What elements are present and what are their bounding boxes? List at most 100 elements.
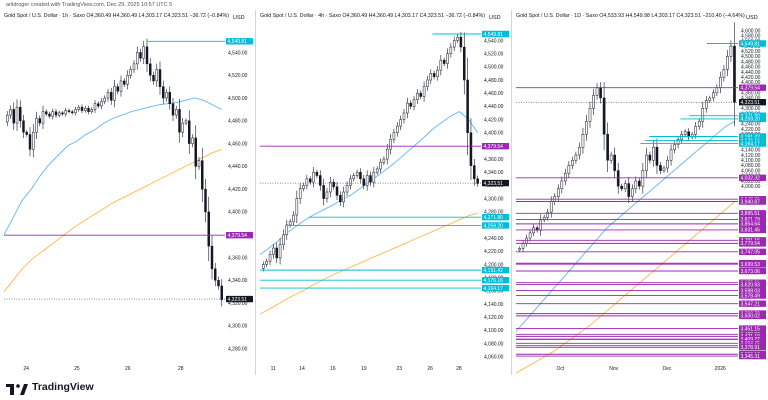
candle-body <box>422 86 426 97</box>
candle-body <box>362 178 366 186</box>
y-tick-label: 4,520.00 <box>484 51 504 57</box>
candle-body <box>275 247 278 259</box>
candle-body <box>295 198 299 216</box>
y-tick-label: 4,060.00 <box>741 168 761 174</box>
y-tick-label: 4,360.00 <box>228 255 248 261</box>
candle-body <box>436 69 439 77</box>
tradingview-logo[interactable]: TradingView <box>6 381 94 395</box>
candle-body <box>110 92 113 101</box>
candle-body <box>194 137 197 167</box>
y-tick-label: 4,300.00 <box>484 196 504 202</box>
candle-body <box>469 132 473 166</box>
chart-svg-4h[interactable]: 4,060.00 4,080.00 4,100.00 4,120.00 4,140.00… <box>256 10 511 375</box>
y-tick-label: 4,340.00 <box>228 278 248 284</box>
level-label-box <box>739 99 766 106</box>
candle-body <box>715 87 719 94</box>
level-label-text: 4,323.51 <box>484 181 504 187</box>
candle-body <box>282 234 285 245</box>
candle-body <box>201 160 204 190</box>
level-label-text: 3,378.91 <box>741 345 761 351</box>
level-label-text: 4,191.42 <box>484 268 504 274</box>
candle-body <box>560 180 564 190</box>
candle-body <box>132 63 136 70</box>
candle-body <box>432 73 436 77</box>
y-tick-label: 4,520.00 <box>228 73 248 79</box>
candle-body <box>129 69 132 76</box>
y-tick-label: 4,220.00 <box>741 127 761 133</box>
chart-title: Gold Spot / U.S. Dollar · 1h · Saxo O4,3… <box>4 13 229 19</box>
y-tick-label: 4,080.00 <box>741 163 761 169</box>
candle-body <box>726 56 729 70</box>
candle-body <box>272 247 275 255</box>
chart-panel-1h[interactable]: Gold Spot / U.S. Dollar · 1h · Saxo O4,3… <box>0 10 256 375</box>
candle-body <box>406 102 409 114</box>
y-tick-label: 4,480.00 <box>228 119 248 125</box>
chart-svg-1h[interactable]: 4,280.00 4,300.00 4,320.00 4,340.00 4,360.00… <box>0 10 255 375</box>
x-tick-label: 16 <box>330 366 336 372</box>
candle-body <box>539 219 542 231</box>
x-tick-label: Dec <box>663 366 672 372</box>
candle-body <box>673 144 676 151</box>
candle-body <box>412 99 416 107</box>
x-tick-label: Oct <box>557 366 565 372</box>
level-label-text: 4,259.20 <box>484 223 504 229</box>
level-label-box <box>739 260 766 268</box>
candle-body <box>602 97 606 135</box>
y-tick-label: 4,300.00 <box>228 324 248 330</box>
candle-body <box>641 170 645 187</box>
y-tick-label: 4,120.00 <box>741 153 761 159</box>
candle-body <box>278 244 282 259</box>
level-label-box <box>226 38 253 45</box>
candle-body <box>609 154 613 161</box>
currency-label: USD <box>233 15 245 21</box>
candle-body <box>71 111 74 114</box>
candle-body <box>77 106 80 110</box>
chart-panel-4h[interactable]: Gold Spot / U.S. Dollar · 4h · Saxo O4,3… <box>256 10 512 375</box>
candle-body <box>93 103 97 110</box>
candle-body <box>178 109 181 133</box>
candle-body <box>67 110 71 112</box>
candle-body <box>345 185 349 193</box>
candle-body <box>567 165 571 174</box>
candle-body <box>165 92 168 99</box>
candle-body <box>84 108 87 111</box>
level-label-text: 4,271.80 <box>484 215 504 221</box>
y-tick-label: 4,440.00 <box>484 104 504 110</box>
level-label-box <box>482 266 509 274</box>
candle-body <box>459 36 463 48</box>
y-tick-label: 4,540.00 <box>484 38 504 44</box>
candle-body <box>349 178 352 186</box>
level-label-box <box>739 174 766 181</box>
level-label-box <box>739 210 766 217</box>
chart-svg-1d[interactable]: 4,000.004,020.004,040.004,060.004,080.00… <box>512 10 768 375</box>
level-label-box <box>226 295 253 303</box>
y-tick-label: 4,400.00 <box>741 80 761 86</box>
candle-body <box>139 52 142 59</box>
level-label-box <box>739 226 766 234</box>
candle-body <box>15 106 19 124</box>
candle-body <box>627 183 631 197</box>
candle-body <box>325 191 329 199</box>
level-label-box <box>739 220 766 228</box>
candle-body <box>652 146 655 161</box>
candle-body <box>369 175 372 183</box>
tradingview-logo-icon <box>6 382 28 395</box>
level-label-text: 3,547.21 <box>741 301 761 307</box>
candle-body <box>616 170 620 187</box>
y-tick-label: 4,600.00 <box>741 28 761 34</box>
candle-body <box>719 76 722 88</box>
candle-body <box>466 79 469 133</box>
y-tick-label: 4,140.00 <box>484 302 504 308</box>
candle-body <box>149 63 152 76</box>
y-tick-label: 4,240.00 <box>484 236 504 242</box>
candle-body <box>476 178 479 184</box>
level-label-box <box>739 344 766 351</box>
level-label-text: 3,598.03 <box>741 288 761 294</box>
candle-body <box>191 137 194 144</box>
candle-body <box>542 217 546 221</box>
chart-panel-1d[interactable]: Gold Spot / U.S. Dollar · 1D · Saxo O4,5… <box>512 10 768 375</box>
candle-body <box>392 132 396 140</box>
level-label-box <box>739 40 766 47</box>
candle-body <box>585 121 588 135</box>
candle-body <box>28 134 32 150</box>
